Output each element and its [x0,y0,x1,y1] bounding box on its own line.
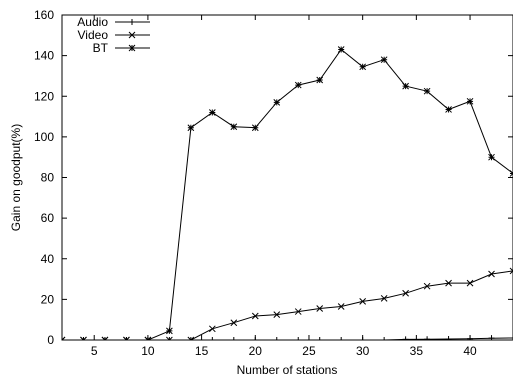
series-bt [62,46,513,340]
series-bt-point [423,87,431,95]
series-audio-point [338,337,345,340]
series-audio-line [62,337,513,340]
series-video-point [230,319,238,327]
series-video-point [445,279,452,287]
x-tick-label: 15 [195,344,209,358]
series-bt-point [273,98,281,106]
y-axis-label: Gain on goodput(%) [9,124,23,231]
series-bt-point [380,56,388,64]
legend-video-marker [128,31,136,39]
series-audio-point [402,336,409,340]
series-audio-point [295,337,302,340]
series-audio-point [424,336,431,340]
x-tick-label: 25 [302,344,316,358]
series-video [62,267,513,340]
y-tick-label: 40 [41,252,55,266]
series-video-point [166,336,173,340]
series-bt-point [488,153,495,161]
series-bt-line [62,48,513,340]
series-bt-point [80,336,87,340]
series-bt-point [187,124,195,132]
series-video-point [380,295,388,302]
y-tick-label: 160 [34,8,54,22]
series-bt-point [466,97,474,105]
series-bt-point [144,336,152,340]
legend-audio-label: Audio [77,15,108,29]
series-audio-point [488,335,495,340]
series-video-point [359,298,367,305]
series-video-point [466,279,474,287]
series-bt-point [62,336,66,340]
series-bt-point [445,106,452,113]
legend-bt-label: BT [93,41,109,55]
series-bt-point [337,46,345,53]
series-layer [62,46,513,340]
series-audio-point [316,337,323,340]
series-video-point [488,270,495,278]
series-bt-point [123,336,130,340]
y-tick-label: 80 [41,171,55,185]
series-bt-point [208,109,216,116]
series-audio-point [510,334,513,340]
series-video-point [509,267,513,275]
axis-ticks: 5 10 15 20 25 30 35 40 0 20 40 60 80 100 120 140 160 [34,8,513,358]
y-tick-label: 120 [34,89,54,103]
series-audio-point [252,337,259,340]
x-axis-label: Number of stations [237,363,338,377]
y-tick-label: 60 [41,211,55,225]
series-video-point [402,289,409,297]
y-tick-label: 0 [47,333,54,347]
series-bt-point [101,336,109,340]
series-video-point [208,325,216,333]
series-audio-point [359,337,366,340]
series-bt-point [316,76,324,84]
legend-bt-marker [128,44,136,52]
series-video-point [337,303,345,310]
series-video-point [187,336,195,340]
series-bt-point [230,123,238,131]
y-tick-label: 20 [41,292,55,306]
series-video-point [251,312,259,320]
series-bt-point [402,82,409,90]
series-bt-point [251,124,259,132]
series-video-point [316,305,324,312]
series-bt-point [166,327,173,335]
series-audio-point [166,337,173,340]
series-bt-point [294,81,302,89]
x-tick-label: 30 [356,344,370,358]
x-tick-label: 5 [91,344,98,358]
legend-audio-marker [129,19,135,25]
series-bt-point [359,63,367,71]
series-video-point [294,308,302,315]
series-audio-point [467,335,474,340]
x-tick-label: 10 [141,344,155,358]
legend-video-label: Video [78,28,109,42]
x-tick-label: 40 [463,344,477,358]
series-audio-point [381,337,388,340]
series-audio-point [230,337,237,340]
series-audio-point [209,337,216,340]
y-tick-label: 140 [34,49,54,63]
series-video-point [273,311,281,318]
x-tick-label: 35 [410,344,424,358]
x-tick-label: 20 [249,344,263,358]
series-video-line [62,270,513,340]
y-tick-label: 100 [34,130,54,144]
plot-frame [61,14,513,341]
series-audio-point [187,337,194,340]
series-audio-point [273,337,280,340]
series-audio-point [445,335,452,340]
series-video-point [423,282,431,290]
